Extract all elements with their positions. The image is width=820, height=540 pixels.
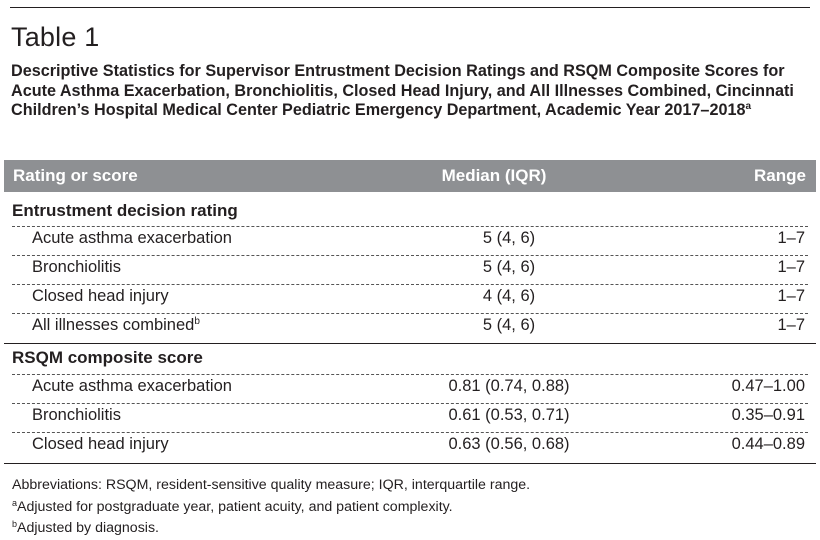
row-median: 0.81 (0.74, 0.88) xyxy=(448,377,570,395)
row-divider xyxy=(12,313,808,314)
row-median: 5 (4, 6) xyxy=(482,229,536,247)
footnote-a-mark: a xyxy=(12,497,18,508)
table-row: Bronchiolitis 0.61 (0.53, 0.71) 0.35–0.9… xyxy=(12,403,808,432)
caption-footnote-mark: a xyxy=(745,101,752,113)
footnote-b-text: Adjusted by diagnosis. xyxy=(17,520,159,536)
table-row: Acute asthma exacerbation 5 (4, 6) 1–7 xyxy=(12,226,808,255)
row-name: Acute asthma exacerbation xyxy=(32,229,232,247)
row-divider xyxy=(12,284,808,285)
table-row: Closed head injury 0.63 (0.56, 0.68) 0.4… xyxy=(12,432,808,461)
table-label: Table 1 xyxy=(11,22,100,52)
column-header-range: Range xyxy=(754,166,806,185)
footnote-b-mark: b xyxy=(12,519,18,529)
row-median: 5 (4, 6) xyxy=(482,258,536,276)
row-median: 5 (4, 6) xyxy=(482,316,536,334)
column-header-median: Median (IQR) xyxy=(441,166,547,185)
row-range: 1–7 xyxy=(777,229,805,247)
row-divider xyxy=(12,403,808,404)
footnote-b: bAdjusted by diagnosis. xyxy=(12,518,530,540)
footnote-abbreviations: Abbreviations: RSQM, resident-sensitive … xyxy=(12,477,531,493)
row-name: Bronchiolitis xyxy=(32,406,121,424)
section-divider xyxy=(4,343,816,344)
row-name: All illnesses combinedb xyxy=(32,316,200,335)
row-footnote-mark: b xyxy=(194,316,200,327)
footnote-a-text: Adjusted for postgraduate year, patient … xyxy=(17,498,453,515)
row-range: 0.47–1.00 xyxy=(731,377,805,395)
table-row: All illnesses combinedb 5 (4, 6) 1–7 xyxy=(12,313,808,342)
table-row: Acute asthma exacerbation 0.81 (0.74, 0.… xyxy=(12,374,808,403)
table-bottom-rule xyxy=(4,463,816,464)
row-name: Acute asthma exacerbation xyxy=(32,377,232,395)
row-range: 0.44–0.89 xyxy=(731,435,805,453)
row-divider xyxy=(12,374,808,375)
row-name: Closed head injury xyxy=(32,287,169,305)
table-footnotes: Abbreviations: RSQM, resident-sensitive … xyxy=(12,475,530,540)
row-divider xyxy=(12,226,808,227)
row-median: 4 (4, 6) xyxy=(482,287,536,305)
row-name: Closed head injury xyxy=(32,435,169,453)
row-range: 1–7 xyxy=(777,258,805,276)
caption-text: Descriptive Statistics for Supervisor En… xyxy=(11,62,794,120)
table-row: Bronchiolitis 5 (4, 6) 1–7 xyxy=(12,255,808,284)
row-range: 1–7 xyxy=(777,287,805,305)
column-header-rating: Rating or score xyxy=(13,166,138,185)
row-name-text: All illnesses combined xyxy=(32,316,195,334)
section-title-entrustment: Entrustment decision rating xyxy=(12,201,238,220)
table-header-row: Rating or score Median (IQR) Range xyxy=(4,160,816,192)
row-median: 0.61 (0.53, 0.71) xyxy=(448,406,570,424)
row-divider xyxy=(12,432,808,433)
footnote-a: aAdjusted for postgraduate year, patient… xyxy=(12,497,530,519)
row-median: 0.63 (0.56, 0.68) xyxy=(448,435,570,453)
top-rule xyxy=(10,7,810,8)
row-range: 0.35–0.91 xyxy=(731,406,805,424)
row-name: Bronchiolitis xyxy=(32,258,121,276)
row-range: 1–7 xyxy=(777,316,805,334)
table-caption: Descriptive Statistics for Supervisor En… xyxy=(11,62,811,121)
section-title-rsqm: RSQM composite score xyxy=(12,348,203,367)
row-divider xyxy=(12,255,808,256)
table-row: Closed head injury 4 (4, 6) 1–7 xyxy=(12,284,808,313)
